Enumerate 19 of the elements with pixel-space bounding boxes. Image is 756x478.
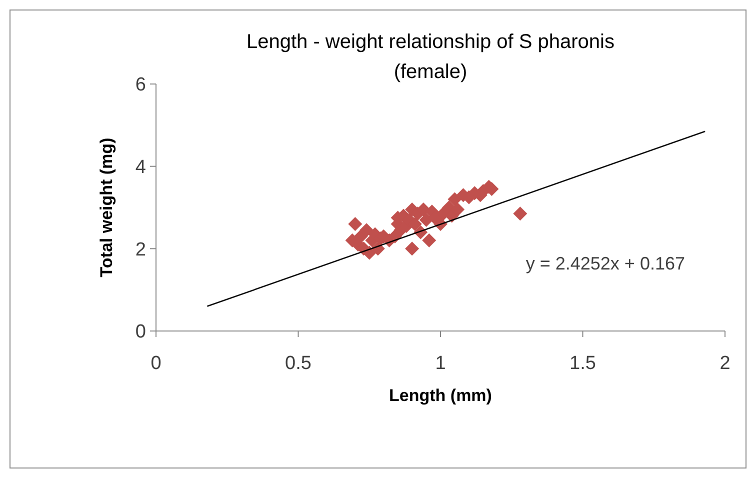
point [422,233,436,248]
x-tick-label: 0 [150,353,162,374]
x-axis-title: Length (mm) [389,386,492,405]
point [348,216,362,231]
y-axis-title: Total weight (mg) [97,138,116,278]
y-tick-label: 0 [135,322,146,343]
point [448,192,462,206]
y-tick-label: 6 [135,74,146,96]
point [405,242,420,256]
x-tick-label: 1.5 [570,353,596,374]
annotation: y = 2.4252x + 0.167 [526,253,685,274]
point [360,223,374,238]
chart-title: Length - weight relationship of S pharonis (female) [246,31,615,83]
y-tick-label: 4 [135,156,146,178]
x-tick-label: 2 [720,353,730,374]
x-tick-label: 1 [435,353,446,374]
point [513,206,528,221]
y-tick-label: 2 [135,239,146,260]
x-tick-label: 0.5 [285,353,312,374]
